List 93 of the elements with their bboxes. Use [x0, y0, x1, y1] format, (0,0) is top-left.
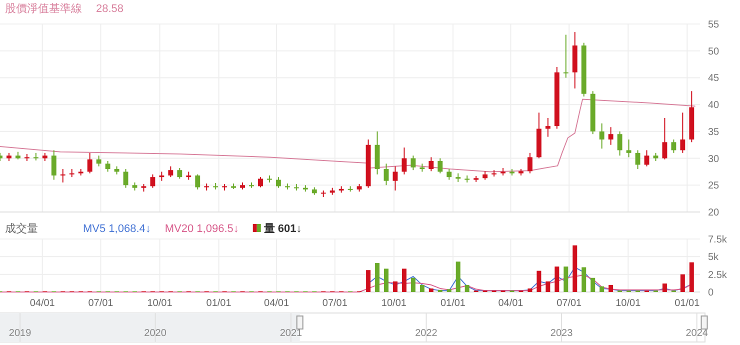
bar [410, 278, 416, 292]
candlestick [428, 156, 434, 172]
bar [564, 266, 568, 292]
candlestick [159, 171, 164, 182]
candlestick [96, 155, 102, 167]
x-tick-label: 04/01 [498, 298, 524, 309]
bar [428, 288, 434, 292]
candlestick [644, 150, 650, 167]
x-tick-label: 10/01 [616, 298, 642, 309]
bar [662, 284, 667, 292]
text: MV5 1,068.4↓ [83, 223, 151, 235]
x-tick-label: 04/01 [264, 298, 290, 309]
bar [456, 262, 460, 292]
candlestick [87, 152, 92, 174]
candlestick [438, 158, 443, 174]
y-tick-label: 5k [708, 252, 720, 264]
y-tick-label: 45 [708, 73, 720, 84]
candlestick [617, 130, 622, 156]
y-tick-label: 2.5k [708, 270, 728, 281]
candlestick [195, 174, 200, 190]
text: 28.58 [96, 3, 124, 15]
legend-label: 量 601↓ [262, 223, 302, 235]
y-tick-label: 55 [708, 20, 720, 30]
candlestick [384, 163, 389, 186]
candlestick [150, 174, 156, 188]
line-series [0, 274, 692, 292]
y-tick-label: 40 [708, 100, 720, 112]
text: MV20 1,096.5↓ [164, 223, 239, 235]
x2-tick-label: 2024 [686, 328, 708, 339]
bar [680, 274, 685, 292]
chart-title: 成交量 [5, 222, 38, 235]
candlestick [177, 167, 182, 180]
bar [420, 284, 424, 292]
candlestick [545, 118, 550, 138]
bar [572, 245, 578, 292]
candlestick [168, 166, 174, 178]
x-tick-label: 04/01 [30, 298, 56, 309]
bar [546, 281, 550, 292]
x-tick-label: 01/01 [440, 298, 466, 309]
bar [402, 268, 406, 292]
x-tick-label: 01/01 [206, 298, 232, 309]
bar [608, 284, 614, 292]
x-tick-label: 07/01 [556, 298, 582, 309]
candlestick [671, 138, 676, 154]
candlestick [662, 118, 668, 160]
bar [689, 262, 694, 292]
candlestick [258, 176, 263, 188]
bar [384, 268, 388, 292]
candlestick [402, 147, 407, 175]
candlestick [608, 126, 614, 146]
y-tick-label: 0 [708, 288, 714, 298]
x-tick-label: 07/01 [88, 298, 114, 309]
candlestick [528, 152, 532, 174]
bar [392, 281, 398, 292]
candlestick [599, 122, 604, 150]
bar [590, 278, 596, 292]
bar [582, 267, 586, 292]
bar [446, 289, 452, 292]
candlestick [410, 155, 416, 171]
candlestick [105, 160, 110, 172]
x-tick-label: 07/01 [322, 298, 348, 309]
x-tick-label: 10/01 [381, 298, 407, 309]
x2-tick-label: 2019 [8, 328, 32, 339]
candlestick [680, 112, 686, 154]
line-series [0, 98, 696, 172]
y-tick-label: 30 [708, 154, 720, 165]
bar [528, 288, 532, 292]
bar [600, 286, 604, 292]
candlestick [123, 168, 128, 188]
x-tick-label: 10/01 [147, 298, 173, 309]
candlestick [446, 168, 452, 180]
candlestick [392, 166, 398, 192]
bar [536, 270, 542, 292]
x2-tick-label: 2020 [144, 328, 167, 339]
candlestick [626, 138, 632, 158]
bar [366, 270, 371, 292]
text: 股價淨值基準線 [5, 2, 82, 15]
candlestick [51, 150, 56, 180]
bar [375, 263, 380, 292]
y-tick-label: 25 [708, 180, 720, 192]
y-tick-label: 20 [708, 208, 720, 218]
x2-tick-label: 2023 [550, 328, 574, 339]
candlestick [563, 34, 568, 78]
y-tick-label: 7.5k [708, 234, 728, 246]
x2-tick-label: 2022 [415, 328, 438, 339]
x-tick-label: 01/01 [674, 298, 700, 309]
candlestick [60, 168, 66, 183]
bar [554, 266, 560, 292]
candlestick [276, 176, 281, 188]
bar [464, 284, 470, 292]
x2-tick-label: 2021 [280, 328, 303, 339]
y-tick-label: 35 [708, 126, 720, 138]
y-tick-label: 50 [708, 46, 720, 58]
